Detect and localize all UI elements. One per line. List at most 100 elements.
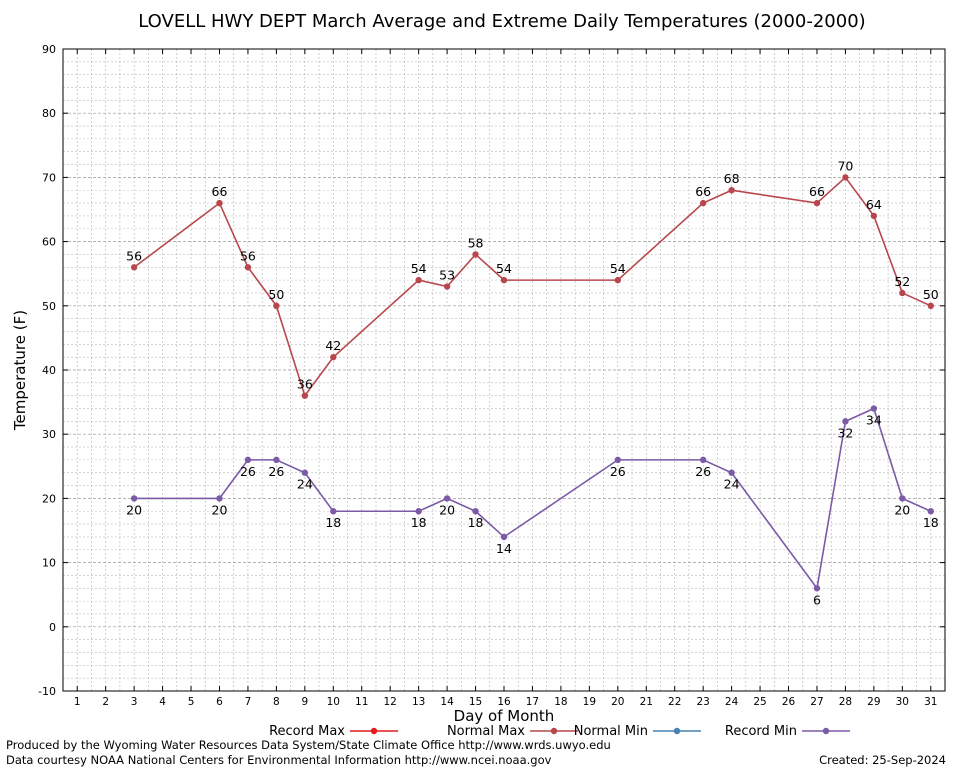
record-min-data-label: 26 (268, 464, 284, 479)
normal-max-data-label: 50 (268, 287, 284, 302)
record-min-point (813, 585, 821, 592)
x-tick-label: 1 (74, 696, 81, 708)
record-min-data-label: 6 (813, 592, 821, 607)
x-tick-label: 31 (924, 696, 937, 708)
x-tick-label: 7 (245, 696, 252, 708)
normal-max-point (927, 302, 934, 309)
footer-produced-by: Produced by the Wyoming Water Resources … (6, 738, 611, 752)
x-tick-label: 19 (583, 696, 596, 708)
x-tick-label: 18 (554, 696, 567, 708)
record-min-data-label: 20 (212, 502, 228, 517)
record-min-data-label: 18 (468, 515, 484, 530)
normal-max-data-label: 54 (411, 261, 427, 276)
x-tick-label: 25 (753, 696, 766, 708)
legend: Record Max Normal Max Normal Min Record Min (269, 724, 850, 739)
record-min-data-label: 14 (496, 541, 512, 556)
x-tick-label: 28 (839, 696, 852, 708)
y-tick-label: 90 (42, 43, 56, 56)
record-min-point (216, 495, 223, 502)
legend-label-record-min: Record Min (725, 724, 797, 739)
normal-max-data-label: 56 (126, 248, 142, 263)
x-tick-label: 15 (469, 696, 482, 708)
normal-max-point (813, 199, 821, 207)
x-tick-label: 11 (355, 696, 368, 708)
legend-label-record-max: Record Max (269, 724, 345, 739)
x-tick-label: 23 (696, 696, 709, 708)
record-min-data-label: 24 (297, 477, 313, 492)
record-min-line (134, 407, 932, 591)
normal-max-point (244, 264, 252, 271)
x-tick-label: 27 (810, 696, 823, 708)
normal-max-data-label: 54 (610, 261, 626, 276)
legend-marker-normal-max (550, 727, 558, 735)
chart-title: LOVELL HWY DEPT March Average and Extrem… (138, 11, 865, 32)
series: 56 66 56 50 36 42 54 53 58 54 54 66 68 66 70 64 52 50 20 20… (126, 158, 939, 607)
y-tick-label: 20 (42, 492, 56, 505)
record-min-data-label: 18 (411, 515, 427, 530)
x-tick-label: 2 (102, 696, 109, 708)
record-min-data-label: 20 (439, 502, 455, 517)
normal-max-point (415, 276, 422, 284)
normal-max-data-label: 68 (724, 171, 740, 186)
normal-max-point (301, 392, 309, 399)
normal-max-point (273, 302, 280, 309)
normal-max-data-label: 66 (695, 184, 711, 199)
record-min-data-label: 18 (325, 515, 341, 530)
x-tick-label: 4 (159, 696, 166, 708)
x-tick-label: 24 (725, 696, 739, 708)
x-tick-label: 30 (896, 696, 909, 708)
x-tick-label: 26 (782, 696, 796, 708)
record-min-data-label: 20 (894, 502, 910, 517)
normal-max-point (842, 174, 849, 181)
x-tick-label: 22 (668, 696, 681, 708)
record-min-point (273, 456, 280, 464)
y-tick-label: -10 (38, 685, 56, 698)
normal-max-data-label: 64 (866, 197, 882, 212)
legend-marker-normal-min (673, 727, 681, 735)
normal-max-point (130, 264, 138, 271)
normal-max-point (216, 199, 223, 207)
record-min-point (842, 418, 849, 425)
normal-max-data-label: 42 (325, 338, 341, 353)
record-min-point (443, 495, 451, 502)
normal-max-data-label: 58 (468, 235, 484, 250)
x-tick-label: 8 (273, 696, 280, 708)
x-tick-label: 3 (131, 696, 138, 708)
y-tick-label: 80 (42, 107, 56, 120)
record-min-data-label: 20 (126, 502, 142, 517)
x-tick-label: 29 (867, 696, 880, 708)
normal-max-point (870, 212, 878, 220)
normal-max-point (728, 187, 735, 194)
y-tick-label: 50 (42, 300, 56, 313)
normal-max-point (614, 276, 622, 284)
record-min-data-label: 26 (610, 464, 626, 479)
y-tick-label: 0 (49, 621, 56, 634)
record-min-point (728, 469, 735, 476)
record-min-point (130, 495, 138, 502)
record-min-point (699, 456, 707, 464)
y-axis-label: Temperature (F) (11, 310, 29, 431)
record-min-data-label: 32 (837, 425, 853, 440)
footer-created-date: Created: 25-Sep-2024 (819, 753, 946, 767)
normal-max-data-label: 70 (837, 158, 853, 173)
x-tick-label: 5 (188, 696, 195, 708)
y-tick-label: 40 (42, 364, 56, 377)
legend-label-normal-min: Normal Min (574, 724, 648, 739)
normal-max-point (699, 199, 707, 207)
legend-label-normal-max: Normal Max (447, 724, 525, 739)
normal-max-data-label: 54 (496, 261, 512, 276)
x-tick-label: 20 (611, 696, 624, 708)
footer-data-courtesy: Data courtesy NOAA National Centers for … (6, 753, 552, 767)
x-tick-label: 17 (526, 696, 539, 708)
legend-marker-record-max (370, 727, 378, 735)
record-min-data-label: 18 (923, 515, 939, 530)
normal-max-data-label: 36 (297, 377, 313, 392)
y-tick-label: 10 (42, 557, 56, 570)
record-min-point (415, 508, 422, 515)
record-min-point (614, 456, 622, 464)
record-min-point (500, 533, 508, 541)
record-min-data-label: 24 (724, 477, 740, 492)
normal-max-data-label: 66 (212, 184, 228, 199)
normal-max-point (472, 251, 479, 258)
